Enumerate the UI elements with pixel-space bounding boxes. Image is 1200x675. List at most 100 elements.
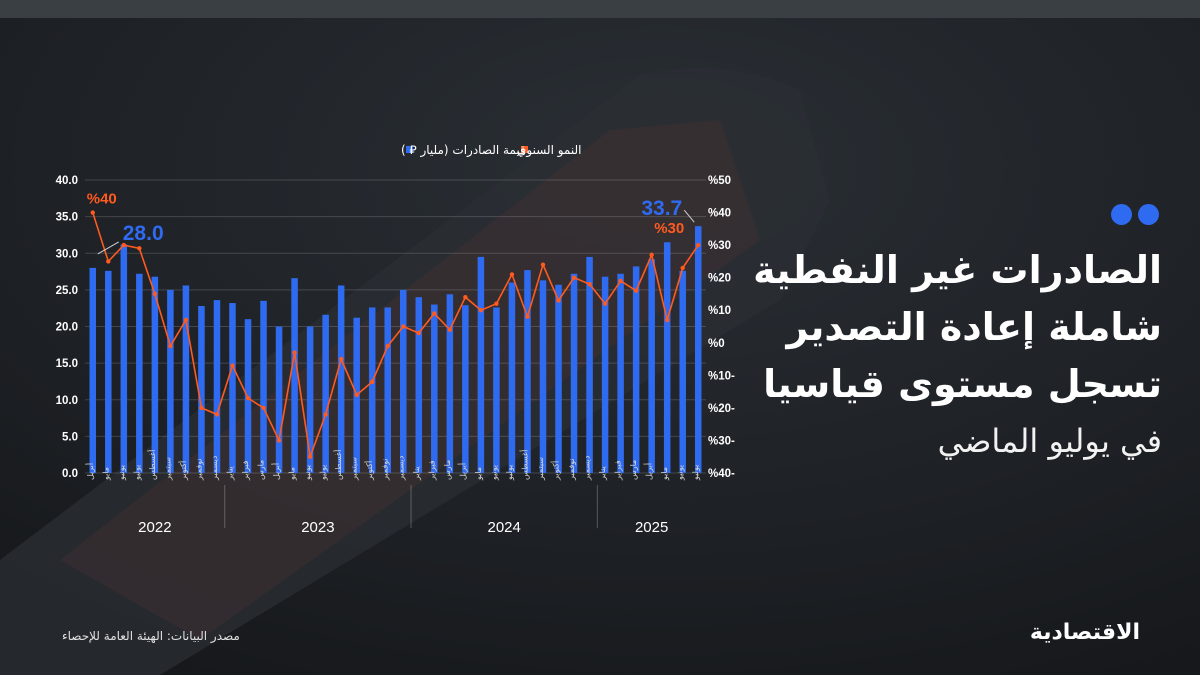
bar — [570, 273, 578, 473]
x-tick-label: يوليو — [505, 465, 514, 481]
x-tick-label: مايو — [288, 467, 297, 481]
growth-line — [92, 212, 699, 457]
growth-point — [245, 395, 251, 401]
growth-point — [338, 356, 344, 362]
bar — [151, 276, 159, 473]
growth-point — [540, 262, 546, 267]
bar — [306, 326, 314, 473]
bar — [229, 303, 236, 473]
growth-point — [432, 311, 437, 316]
year-label: 2023 — [301, 519, 334, 536]
x-tick-label: مايو — [474, 467, 483, 481]
y-right-tick-label: %0 — [708, 338, 725, 350]
bar — [493, 307, 500, 473]
growth-point — [230, 363, 235, 368]
bar — [431, 304, 438, 473]
year-label: 2022 — [138, 519, 171, 536]
bar — [508, 282, 516, 473]
x-tick-label: أكتوبر — [178, 461, 188, 481]
growth-point — [602, 301, 608, 306]
growth-point — [168, 343, 173, 349]
x-tick-label: يونيو — [676, 465, 685, 481]
bar — [182, 285, 190, 473]
y-right-tick-label: %40- — [708, 468, 735, 480]
x-tick-label: سبتمبر — [350, 457, 359, 481]
bar — [679, 270, 686, 473]
x-tick-label: سبتمبر — [163, 457, 172, 481]
legend-swatch-growth — [521, 146, 528, 153]
growth-point — [370, 379, 375, 385]
bar — [275, 326, 283, 473]
x-tick-label: فبراير — [427, 460, 436, 481]
y-left-tick-label: 0.0 — [62, 468, 78, 480]
y-right-tick-label: %20 — [708, 273, 731, 285]
legend-swatch-exports — [406, 146, 413, 153]
bar — [400, 289, 407, 473]
growth-point — [509, 272, 515, 277]
x-tick-label: يونيو — [303, 465, 312, 481]
headline: الصادرات غير النفطية شاملة إعادة التصدير… — [642, 242, 1162, 469]
growth-point — [478, 308, 484, 313]
legend-label-exports: قيمة الصادرات (مليار ⃁ ) — [401, 143, 526, 158]
year-label: 2024 — [487, 519, 520, 536]
x-tick-label: يناير — [412, 466, 421, 481]
y-right-tick-label: %30 — [708, 240, 731, 252]
y-left-tick-label: 35.0 — [56, 212, 78, 224]
growth-point — [354, 392, 359, 398]
bar — [105, 270, 112, 473]
growth-point — [494, 301, 499, 306]
growth-point — [385, 343, 390, 349]
bar — [291, 278, 298, 473]
growth-point — [416, 330, 421, 336]
bar — [384, 307, 391, 473]
x-tick-label: أغسطس — [147, 450, 157, 480]
growth-point — [292, 350, 297, 355]
growth-point — [183, 317, 189, 323]
data-source: مصدر البيانات: الهيئة العامة للإحصاء — [62, 629, 240, 643]
growth-point — [90, 210, 95, 215]
growth-point — [587, 281, 592, 287]
headline-subtitle: في يوليو الماضي — [937, 422, 1162, 460]
bar — [617, 273, 624, 473]
headline-line-2: شاملة إعادة التصدير — [786, 305, 1162, 349]
growth-point — [323, 412, 328, 417]
x-tick-label: أبريل — [644, 463, 654, 480]
x-tick-label: يوليو — [691, 465, 700, 481]
growth-point — [199, 405, 204, 411]
y-right-tick-label: %50 — [708, 175, 731, 187]
x-tick-label: ديسمبر — [396, 455, 405, 481]
label-leader — [97, 241, 120, 255]
growth-point — [680, 265, 685, 271]
growth-point — [664, 317, 670, 323]
x-tick-label: سبتمبر — [536, 457, 545, 481]
x-tick-label: مايو — [101, 467, 110, 481]
x-tick-label: يوليو — [319, 465, 328, 481]
bar — [167, 289, 174, 473]
x-tick-label: ديسمبر — [583, 455, 592, 481]
growth-point — [618, 278, 623, 284]
y-right-tick-label: %10 — [708, 305, 731, 317]
bar — [694, 226, 702, 473]
growth-point — [571, 275, 577, 280]
x-tick-label: مايو — [660, 467, 669, 481]
y-left-tick-label: 15.0 — [56, 358, 78, 370]
x-tick-label: أغسطس — [519, 450, 529, 480]
y-right-tick-label: %30- — [708, 435, 735, 447]
growth-point — [307, 454, 313, 459]
growth-point — [106, 259, 111, 264]
x-tick-label: أغسطس — [333, 450, 343, 480]
x-tick-label: فبراير — [614, 460, 623, 481]
growth-value-label: %30 — [654, 220, 684, 237]
headline-line-1: الصادرات غير النفطية — [753, 248, 1162, 292]
growth-point — [152, 291, 158, 297]
bar — [524, 270, 531, 473]
x-tick-label: يناير — [598, 466, 607, 481]
bar — [89, 267, 97, 473]
growth-point — [276, 438, 282, 443]
accent-dot — [1138, 204, 1159, 225]
x-tick-label: يوليو — [132, 465, 141, 481]
bar — [136, 273, 143, 473]
x-tick-label: يناير — [225, 466, 234, 481]
